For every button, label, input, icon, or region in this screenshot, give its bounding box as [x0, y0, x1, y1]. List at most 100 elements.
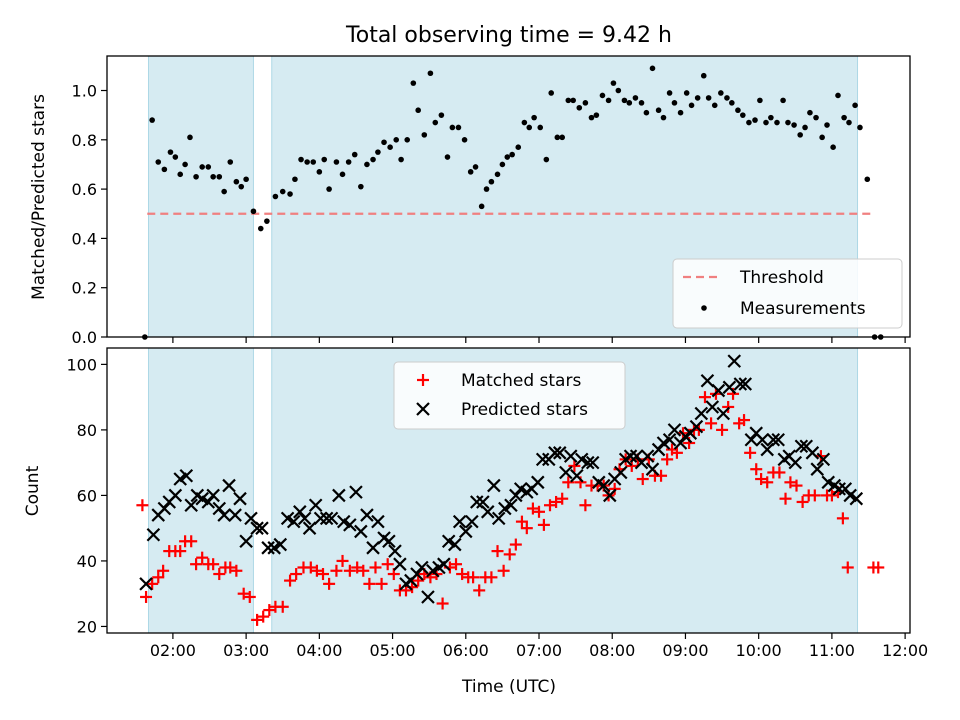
- bottom-x-tick-label: 05:00: [370, 641, 416, 660]
- predicted-star-point: [504, 498, 518, 513]
- measurement-point: [531, 114, 537, 121]
- top-x-axis: [172, 337, 906, 343]
- measurement-point: [807, 109, 813, 116]
- matched-star-point: [503, 548, 516, 561]
- measurement-point: [444, 154, 451, 160]
- predicted-star-point: [393, 557, 407, 571]
- predicted-star-point: [388, 544, 402, 558]
- predicted-star-stroke-b: [415, 560, 429, 575]
- predicted-star-point: [788, 455, 803, 470]
- measurement-point: [718, 90, 724, 96]
- measurement-point: [757, 97, 763, 104]
- measurement-point: [415, 107, 421, 114]
- predicted-star-stroke-b: [570, 468, 584, 483]
- measurement-point: [576, 104, 583, 111]
- predicted-star-point: [705, 400, 720, 414]
- matched-star-point: [304, 561, 317, 574]
- predicted-star-point: [308, 498, 323, 513]
- top-legend-box: [672, 258, 903, 329]
- predicted-star-stroke-b: [273, 537, 288, 552]
- predicted-star-stroke-b: [585, 455, 600, 470]
- predicted-star-point: [816, 452, 831, 467]
- predicted-star-point: [535, 452, 550, 467]
- predicted-star-point: [531, 475, 545, 490]
- measurement-point: [565, 97, 572, 104]
- predicted-star-stroke-b: [581, 455, 595, 470]
- measurement-point: [351, 151, 358, 158]
- predicted-star-point: [244, 511, 258, 526]
- predicted-star-stroke-b: [190, 488, 205, 503]
- bottom-y-axis: 20 40 60 80 100: [66, 355, 107, 636]
- predicted-star-point: [744, 432, 759, 447]
- measurement-point: [774, 119, 780, 126]
- predicted-star-stroke-b: [832, 482, 846, 496]
- matched-star-point: [556, 492, 569, 505]
- predicted-star-stroke-b: [535, 452, 550, 467]
- bottom-x-tick-label: 10:00: [736, 641, 782, 660]
- predicted-star-point: [711, 383, 726, 398]
- predicted-star-point: [261, 541, 275, 555]
- predicted-star-stroke-b: [711, 383, 726, 398]
- predicted-star-point: [563, 449, 578, 463]
- measurement-point: [683, 90, 690, 96]
- bottom-y-tick-label: 20: [77, 617, 97, 636]
- matched-star-point: [136, 499, 149, 512]
- legend-measurements-label: Measurements: [740, 299, 866, 319]
- measurement-point: [210, 173, 216, 180]
- matched-star-point: [836, 512, 849, 525]
- x-axis-label: Time (UTC): [461, 677, 556, 697]
- predicted-star-stroke-b: [469, 495, 484, 509]
- measurement-point: [182, 161, 188, 168]
- measurement-point: [499, 161, 506, 168]
- bottom-x-tick-label: 08:00: [589, 641, 635, 660]
- predicted-star-point: [629, 449, 644, 463]
- bottom-legend-box: [393, 361, 626, 430]
- top-panel: 0.0 0.2 0.4 0.6 0.8 1.0 Matched/Predicted sta…: [29, 55, 911, 347]
- predicted-star-stroke-b: [744, 432, 759, 447]
- predicted-star-stroke-b: [849, 491, 864, 506]
- predicted-star-point: [667, 423, 682, 437]
- matched-star-point: [497, 564, 510, 577]
- matched-star-point: [174, 545, 187, 558]
- predicted-star-stroke-b: [168, 488, 183, 503]
- predicted-star-point: [662, 432, 677, 447]
- top-y-tick-label: 0.4: [72, 229, 97, 248]
- measurement-point: [543, 156, 550, 163]
- measurement-point: [250, 208, 257, 215]
- predicted-star-point: [255, 521, 269, 535]
- predicted-star-point: [733, 377, 748, 391]
- predicted-star-point: [297, 511, 312, 526]
- top-y-tick-label: 0.0: [72, 328, 97, 347]
- predicted-star-stroke-b: [476, 495, 490, 509]
- measurement-point: [700, 72, 707, 79]
- matched-star-point: [661, 453, 674, 466]
- predicted-star-stroke-b: [788, 455, 803, 470]
- predicted-star-stroke-b: [448, 537, 462, 552]
- predicted-star-point: [437, 557, 451, 571]
- measurement-point: [666, 90, 673, 96]
- measurement-point: [264, 218, 270, 224]
- matched-star-point: [543, 499, 556, 512]
- measurement-point: [461, 137, 468, 143]
- matched-star-point: [363, 577, 376, 590]
- top-y-axis: 0.0 0.2 0.4 0.6 0.8 1.0: [72, 82, 107, 347]
- measurement-point: [599, 92, 606, 99]
- measurement-point: [643, 109, 650, 116]
- predicted-star-point: [343, 518, 357, 532]
- predicted-star-stroke-b: [755, 432, 770, 447]
- matched-star-point: [330, 564, 343, 577]
- measurement-point: [582, 100, 589, 106]
- measurement-point: [763, 119, 769, 126]
- predicted-star-point: [771, 432, 785, 447]
- predicted-star-point: [410, 567, 424, 581]
- predicted-star-point: [354, 524, 368, 539]
- measurement-point: [149, 117, 155, 123]
- matched-star-point: [562, 476, 575, 489]
- predicted-star-point: [146, 527, 161, 542]
- predicted-star-point: [794, 439, 809, 454]
- matched-star-point: [670, 446, 683, 459]
- predicted-star-stroke-b: [559, 465, 573, 480]
- measurement-point: [483, 186, 490, 192]
- measurement-point: [752, 117, 758, 123]
- predicted-star-stroke-b: [201, 495, 216, 509]
